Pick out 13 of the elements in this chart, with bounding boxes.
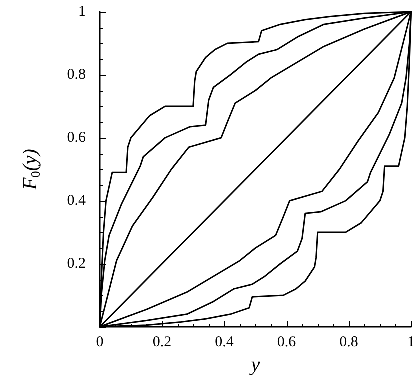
y-tick-label: 0.4 (67, 193, 86, 209)
y-tick-label: 1 (78, 4, 86, 20)
x-tick-label: 0.2 (152, 334, 172, 350)
y-axis-title: F0(y) (20, 148, 43, 191)
x-tick-label: 1 (408, 334, 415, 350)
x-tick-label: 0.6 (277, 334, 297, 350)
x-axis-title: y (249, 354, 260, 376)
y-tick-label: 0.8 (67, 67, 86, 83)
y-tick-label: 0.6 (67, 130, 86, 146)
y-tick-label: 0.2 (67, 256, 86, 272)
x-tick-label: 0 (96, 334, 104, 350)
x-tick-label: 0.4 (215, 334, 234, 350)
x-tick-label: 0.8 (340, 334, 358, 350)
